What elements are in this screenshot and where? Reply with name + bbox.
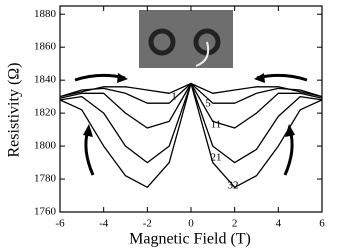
x-tick-label: 4 [276,218,282,230]
y-tick-label: 1860 [34,41,57,53]
x-tick-label: -2 [143,218,152,230]
x-tick-label: 6 [319,218,325,230]
x-tick-label: 2 [232,218,238,230]
series-label: 1 [171,91,177,103]
series-label: 11 [211,119,222,131]
y-tick-label: 1800 [34,140,57,152]
inset-wire [195,41,210,67]
arrow-head [285,124,295,137]
arrow-head [254,73,265,83]
y-tick-label: 1780 [34,173,57,185]
series-line [59,82,323,164]
y-tick-label: 1840 [34,74,57,86]
x-axis-label: Magnetic Field (T) [129,231,251,248]
x-tick-label: 0 [188,218,194,230]
series-line [59,82,323,188]
y-tick-label: 1760 [34,206,57,218]
y-tick-label: 1880 [34,8,57,20]
series-label: 32 [228,180,239,192]
series-label: 21 [211,152,222,164]
series-label: 5 [205,98,211,110]
x-tick-label: -6 [55,218,65,230]
inset-contact [148,28,176,56]
x-tick-label: -4 [99,218,109,230]
series-line [59,82,323,129]
y-tick-label: 1820 [34,107,57,119]
arrow-head [117,73,128,83]
arrow-head [83,124,93,137]
y-axis-label: Resistivity (Ω) [6,63,23,158]
